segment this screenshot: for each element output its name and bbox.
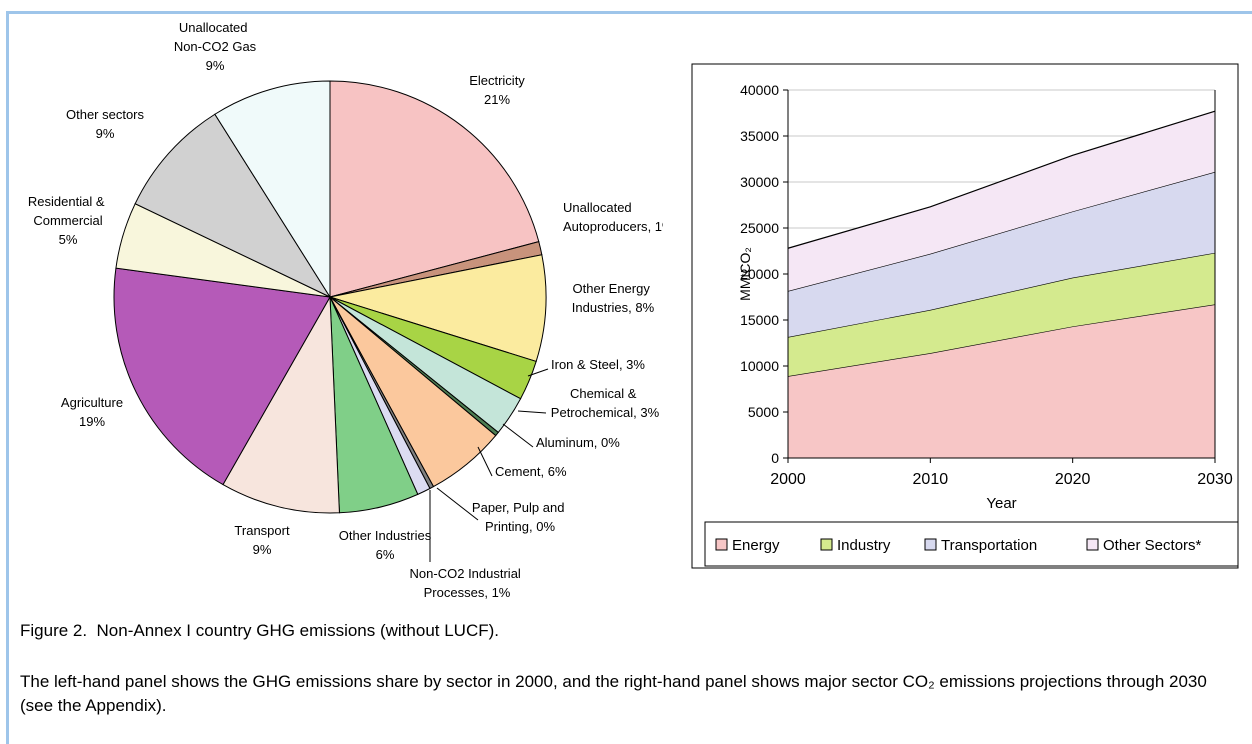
label-separator: , [628,300,635,315]
pie-slice [329,254,547,363]
legend-swatch [1086,538,1099,551]
slice-label: Electricity [469,73,525,88]
slice-label: Other sectors [66,107,145,122]
leader-line [527,368,549,377]
slice-label: Other Energy Industries [572,281,654,315]
x-tick-label: 2000 [770,471,806,488]
area-fill [788,171,1215,338]
area-edge [787,110,1216,249]
slice-label: Transport [234,523,290,538]
slice-value-label: 1% [492,585,511,600]
area-fill [788,304,1215,458]
label-separator: , [633,405,640,420]
legend-label: Transportation [941,537,1037,554]
label-separator: , [648,219,655,234]
y-tick-label: 35000 [740,128,779,144]
y-tick-label: 0 [771,450,779,466]
frame [6,11,1252,744]
slice-value-label: 9% [206,58,225,73]
legend-label: Other Sectors* [1103,537,1202,554]
slice-value-label: 3% [626,357,645,372]
slice-label: Aluminum [536,435,594,450]
y-tick-label: 40000 [740,82,779,98]
pie-slice [134,113,332,299]
leader-line [517,410,547,414]
slice-label: Agriculture [61,395,123,410]
slice-label: Other Industries [339,528,432,543]
label-separator: , [619,357,626,372]
label-separator: , [484,585,491,600]
label-separator: , [541,464,548,479]
legend-swatch [715,538,728,551]
legend-swatch [924,538,937,551]
x-tick-label: 2020 [1055,471,1091,488]
slice-value-label: 1% [655,219,663,234]
legend-label: Industry [837,537,891,554]
slice-value-label: 9% [253,542,272,557]
slice-label: Chemical & Petrochemical [551,386,640,420]
slice-label: Iron & Steel [551,357,619,372]
y-tick-label: 20000 [740,266,779,282]
description: The left-hand panel shows the GHG emissi… [20,672,1207,715]
slice-value-label: 6% [548,464,567,479]
slice-label: Non-CO2 Industrial Processes [410,566,525,600]
slice-label: Unallocated Autoproducers [563,200,648,234]
x-tick-label: 2030 [1197,471,1233,488]
y-axis-label: MMtCO₂ [737,247,753,301]
slice-value-label: 21% [484,92,510,107]
area-fill [788,252,1215,377]
slice-label: Paper, Pulp and Printing [472,500,568,534]
slice-value-label: 5% [59,232,78,247]
slice-value-label: 8% [635,300,654,315]
y-tick-label: 25000 [740,220,779,236]
slice-label: Residential & Commercial [28,194,108,228]
area-edge [787,303,1216,377]
pie-chart: Electricity 21% Unallocated Autoproducers,… [28,20,663,600]
slice-value-label: 0% [601,435,620,450]
pie-slice [214,80,331,299]
x-axis-label: Year [986,495,1016,512]
leader-line [477,446,493,477]
y-tick-label: 10000 [740,358,779,374]
leader-line [436,487,479,521]
legend-swatch [820,538,833,551]
slice-value-label: 0% [536,519,555,534]
slice-label: Cement [495,464,541,479]
caption: Figure 2. Non-Annex I country GHG emissi… [20,621,499,640]
x-tick-label: 2010 [913,471,949,488]
y-tick-label: 30000 [740,174,779,190]
leader-line [502,423,534,448]
area-chart: 0 5000 10000 15000 20000 25000 30000 35000 40000… [691,63,1239,569]
slice-value-label: 9% [96,126,115,141]
pie-slice [329,80,540,298]
label-separator: , [594,435,601,450]
pie-slice [222,295,340,514]
area-edge [787,252,1216,338]
y-tick-label: 5000 [748,404,779,420]
slice-label: Unallocated Non-CO2 Gas [174,20,257,54]
legend-box [704,521,1239,567]
slice-value-label: 19% [79,414,105,429]
area-fill [788,111,1215,292]
legend-label: Energy [732,537,780,554]
pie-slice [113,267,331,486]
label-separator: , [529,519,536,534]
y-tick-label: 15000 [740,312,779,328]
slice-value-label: 3% [640,405,659,420]
slice-value-label: 6% [376,547,395,562]
